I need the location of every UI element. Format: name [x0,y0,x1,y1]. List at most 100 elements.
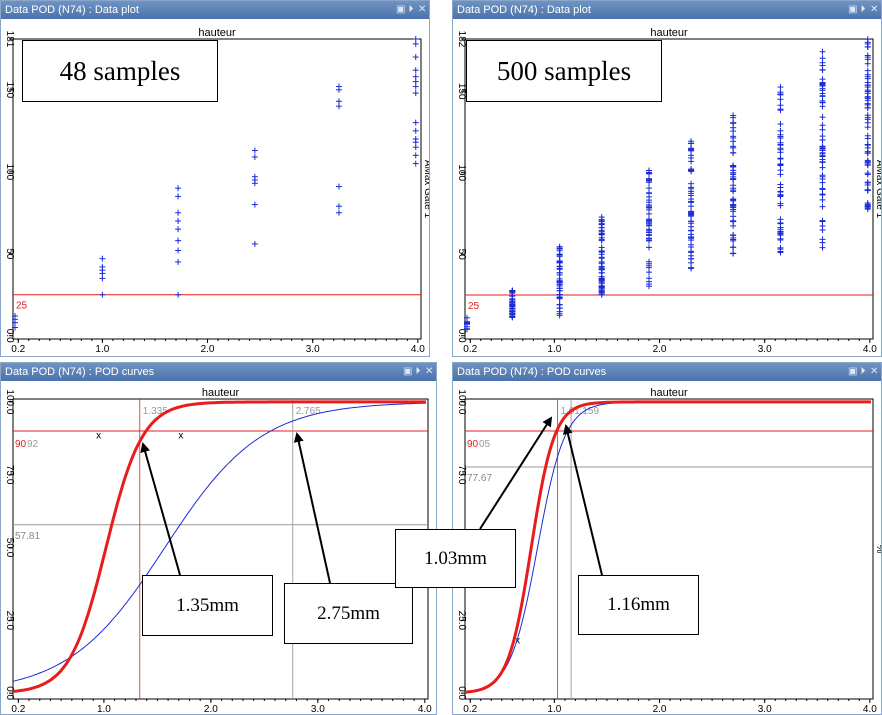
data-point [646,204,653,211]
crossing-label: 1.0 [561,406,575,417]
panel-titlebar[interactable]: Data POD (N74) : Data plot ▣ ⏵ ✕ [453,1,881,19]
threshold-label: 25 [16,301,28,312]
data-point [864,142,871,149]
pod-curves-panel-48[interactable]: Data POD (N74) : POD curves ▣ ⏵ ✕ hauteu… [0,362,437,715]
data-point [464,326,470,333]
crossing-label: 1.159 [574,406,599,417]
data-point [777,84,784,91]
x-tick-label: 0.2 [463,344,477,355]
data-point [175,185,182,192]
data-point [412,160,419,167]
restore-icon[interactable]: ▣ [403,366,413,377]
data-point [688,248,695,255]
x-axis-label: hauteur [650,27,688,39]
panel-titlebar[interactable]: Data POD (N74) : POD curves ▣ ⏵ ✕ [453,363,881,381]
data-point [730,250,737,257]
data-point [864,187,871,194]
close-icon[interactable]: ✕ [870,4,879,15]
data-point [819,196,826,203]
data-point [730,143,737,150]
data-point [688,192,695,199]
data-point [730,124,737,131]
data-point [777,200,784,207]
x-tick-label: 1.0 [97,704,111,714]
y-tick-label: 100.0 [4,389,15,414]
data-point [777,155,784,162]
panel-titlebar[interactable]: Data POD (N74) : POD curves ▣ ⏵ ✕ [1,363,436,381]
data-point [509,303,516,310]
plot-frame [464,398,874,700]
data-point [819,122,826,129]
y-axis-label: % [874,545,881,554]
data-point [251,154,258,161]
data-point [819,223,826,230]
pod-90-extra-label: 92 [27,439,39,450]
data-point [556,305,563,312]
pin-icon[interactable]: ⏵ [860,4,866,15]
data-point [864,149,871,156]
data-point [335,209,342,216]
data-scatter-plot[interactable]: hauteur 0.2 1.0 2.0 3.0 4.0 0.0 50 100 150 182 AMax… [453,19,881,356]
data-point [730,134,737,141]
data-point [819,191,826,198]
y-tick-label: 150 [456,83,467,100]
pod-curves-plot[interactable]: hauteur0.21.02.03.04.00.025.050.075.0100… [453,381,881,714]
pod-curves-panel-500[interactable]: Data POD (N74) : POD curves ▣ ⏵ ✕ hauteu… [452,362,882,715]
close-icon[interactable]: ✕ [870,366,879,377]
pin-icon[interactable]: ⏵ [415,366,421,377]
data-point [99,291,106,298]
restore-icon[interactable]: ▣ [396,4,406,15]
y-axis-label: AMax Gate 1 [874,160,881,219]
data-point [646,220,653,227]
data-point [819,59,826,66]
data-point [412,119,419,126]
data-point [251,240,258,247]
threshold-label: 25 [468,301,480,312]
data-point [864,161,871,168]
data-point [777,145,784,152]
data-point [819,66,826,73]
sample-count-label-500: 500 samples [466,40,662,102]
data-point [819,114,826,121]
restore-icon[interactable]: ▣ [848,366,858,377]
y-axis-label: AMax Gate 1 [422,160,429,219]
pin-icon[interactable]: ⏵ [408,4,414,15]
data-point [509,290,516,297]
x-tick-label: 4.0 [411,344,425,355]
x-tick-label: 4.0 [418,704,432,714]
pod-curve-red [464,400,871,694]
pod-value-label-red-48: 1.35mm [142,575,273,636]
pin-icon[interactable]: ⏵ [860,366,866,377]
data-point [598,251,605,258]
data-point [598,236,605,243]
y-tick-label: 50.0 [4,538,15,558]
panel-title: Data POD (N74) : Data plot [5,4,139,16]
close-icon[interactable]: ✕ [425,366,434,377]
data-point [412,67,419,74]
data-point [688,237,695,244]
data-point [819,175,826,182]
data-point [175,237,182,244]
x-tick-label: 1.0 [95,344,109,355]
data-scatter-plot[interactable]: hauteur 0.2 1.0 2.0 3.0 4.0 0.0 50 100 150 181 AMax… [1,19,429,356]
data-point [646,179,653,186]
x-axis-label: hauteur [650,387,688,399]
data-point [777,246,784,253]
y-tick-label: 0.0 [4,329,15,343]
restore-icon[interactable]: ▣ [848,4,858,15]
data-point [556,277,563,284]
data-point [864,52,871,59]
data-point [556,243,563,250]
crossing-label: 2.765 [296,406,321,417]
data-point [777,188,784,195]
close-icon[interactable]: ✕ [418,4,427,15]
panel-titlebar[interactable]: Data POD (N74) : Data plot ▣ ⏵ ✕ [1,1,429,19]
x-tick-label: 0.2 [463,704,477,714]
data-point [819,48,826,55]
data-point [646,185,653,192]
data-point [99,255,106,262]
data-point [730,208,737,215]
data-point [509,297,516,304]
data-point [688,180,695,187]
